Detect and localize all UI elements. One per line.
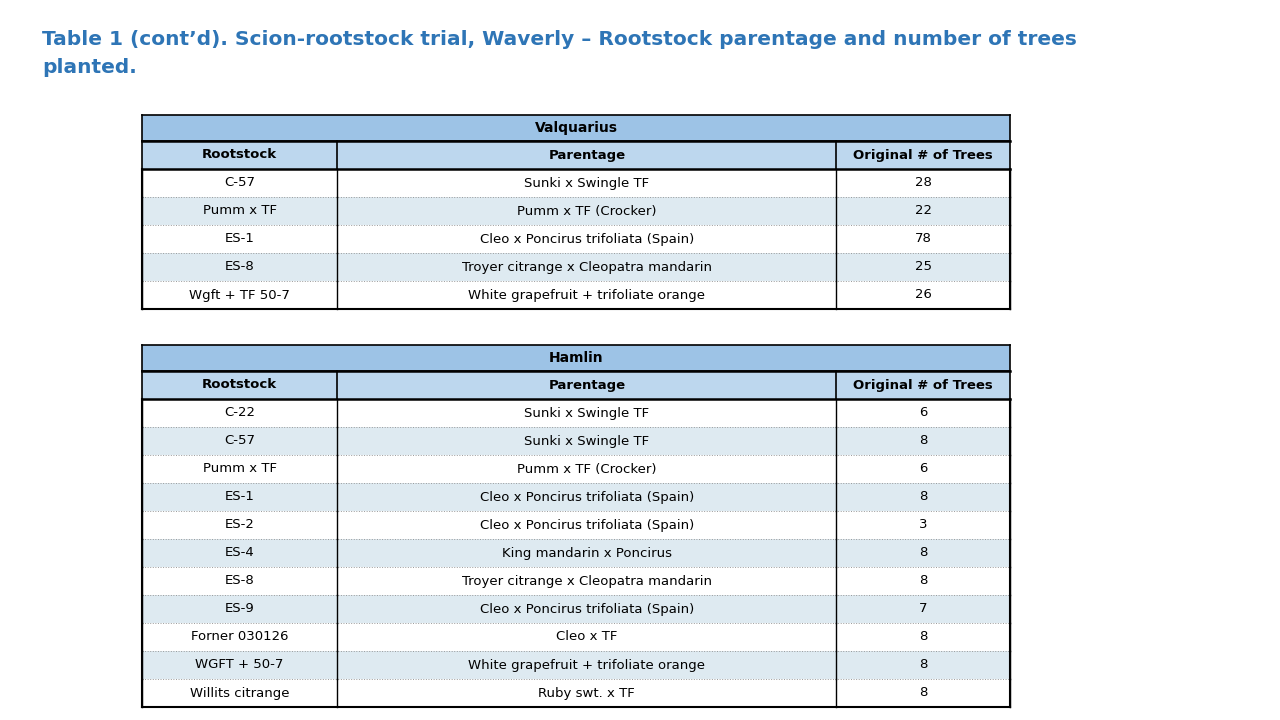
- Text: 6: 6: [919, 462, 928, 475]
- Text: 78: 78: [915, 233, 932, 246]
- Text: Cleo x Poncirus trifoliata (Spain): Cleo x Poncirus trifoliata (Spain): [480, 603, 694, 616]
- Text: White grapefruit + trifoliate orange: White grapefruit + trifoliate orange: [468, 289, 705, 302]
- Bar: [142, 427, 1010, 455]
- Text: ES-1: ES-1: [225, 490, 255, 503]
- Text: Ruby swt. x TF: Ruby swt. x TF: [539, 686, 635, 700]
- Bar: [142, 115, 1010, 141]
- Text: Cleo x Poncirus trifoliata (Spain): Cleo x Poncirus trifoliata (Spain): [480, 233, 694, 246]
- Text: 3: 3: [919, 518, 928, 531]
- Bar: [142, 169, 1010, 197]
- Text: C-22: C-22: [224, 407, 255, 420]
- Text: White grapefruit + trifoliate orange: White grapefruit + trifoliate orange: [468, 659, 705, 672]
- Text: 8: 8: [919, 575, 928, 588]
- Text: ES-8: ES-8: [225, 575, 255, 588]
- Text: C-57: C-57: [224, 434, 255, 448]
- Text: Willits citrange: Willits citrange: [189, 686, 289, 700]
- Bar: [836, 371, 1010, 399]
- Text: 8: 8: [919, 686, 928, 700]
- Text: Valquarius: Valquarius: [535, 121, 617, 135]
- Bar: [142, 511, 1010, 539]
- Text: Pumm x TF (Crocker): Pumm x TF (Crocker): [517, 204, 657, 217]
- Text: Sunki x Swingle TF: Sunki x Swingle TF: [525, 434, 649, 448]
- Text: ES-4: ES-4: [225, 546, 255, 559]
- Text: Original # of Trees: Original # of Trees: [854, 148, 993, 161]
- Text: ES-9: ES-9: [225, 603, 255, 616]
- Bar: [142, 623, 1010, 651]
- Bar: [142, 253, 1010, 281]
- Text: Sunki x Swingle TF: Sunki x Swingle TF: [525, 176, 649, 189]
- Bar: [142, 651, 1010, 679]
- Bar: [142, 197, 1010, 225]
- Text: 28: 28: [915, 176, 932, 189]
- Text: Troyer citrange x Cleopatra mandarin: Troyer citrange x Cleopatra mandarin: [462, 261, 712, 274]
- Bar: [142, 225, 1010, 253]
- Text: Pumm x TF: Pumm x TF: [202, 462, 276, 475]
- Text: King mandarin x Poncirus: King mandarin x Poncirus: [502, 546, 672, 559]
- Text: Pumm x TF (Crocker): Pumm x TF (Crocker): [517, 462, 657, 475]
- Text: C-57: C-57: [224, 176, 255, 189]
- Text: ES-2: ES-2: [225, 518, 255, 531]
- Text: 6: 6: [919, 407, 928, 420]
- Text: Rootstock: Rootstock: [202, 148, 278, 161]
- Text: 22: 22: [915, 204, 932, 217]
- Text: Troyer citrange x Cleopatra mandarin: Troyer citrange x Cleopatra mandarin: [462, 575, 712, 588]
- Text: Forner 030126: Forner 030126: [191, 631, 288, 644]
- Bar: [142, 595, 1010, 623]
- Text: 8: 8: [919, 434, 928, 448]
- Bar: [142, 539, 1010, 567]
- Text: Hamlin: Hamlin: [549, 351, 603, 365]
- Text: 8: 8: [919, 546, 928, 559]
- Text: 8: 8: [919, 490, 928, 503]
- Bar: [142, 141, 338, 169]
- Text: Cleo x Poncirus trifoliata (Spain): Cleo x Poncirus trifoliata (Spain): [480, 518, 694, 531]
- Text: Parentage: Parentage: [548, 148, 626, 161]
- Bar: [142, 679, 1010, 707]
- Text: 8: 8: [919, 631, 928, 644]
- Text: Sunki x Swingle TF: Sunki x Swingle TF: [525, 407, 649, 420]
- Bar: [142, 345, 1010, 371]
- Text: Cleo x TF: Cleo x TF: [557, 631, 617, 644]
- Text: Rootstock: Rootstock: [202, 379, 278, 392]
- Bar: [142, 455, 1010, 483]
- Text: Pumm x TF: Pumm x TF: [202, 204, 276, 217]
- Bar: [142, 567, 1010, 595]
- Text: 25: 25: [915, 261, 932, 274]
- Bar: [142, 483, 1010, 511]
- Bar: [836, 141, 1010, 169]
- Text: Wgft + TF 50-7: Wgft + TF 50-7: [189, 289, 291, 302]
- Text: Table 1 (cont’d). Scion-rootstock trial, Waverly – Rootstock parentage and numbe: Table 1 (cont’d). Scion-rootstock trial,…: [42, 30, 1076, 49]
- Bar: [338, 141, 836, 169]
- Text: 7: 7: [919, 603, 928, 616]
- Text: ES-1: ES-1: [225, 233, 255, 246]
- Text: planted.: planted.: [42, 58, 137, 77]
- Text: 8: 8: [919, 659, 928, 672]
- Bar: [338, 371, 836, 399]
- Text: Parentage: Parentage: [548, 379, 626, 392]
- Bar: [142, 281, 1010, 309]
- Text: Cleo x Poncirus trifoliata (Spain): Cleo x Poncirus trifoliata (Spain): [480, 490, 694, 503]
- Text: WGFT + 50-7: WGFT + 50-7: [196, 659, 284, 672]
- Bar: [142, 399, 1010, 427]
- Text: Original # of Trees: Original # of Trees: [854, 379, 993, 392]
- Bar: [142, 371, 338, 399]
- Text: 26: 26: [915, 289, 932, 302]
- Text: ES-8: ES-8: [225, 261, 255, 274]
